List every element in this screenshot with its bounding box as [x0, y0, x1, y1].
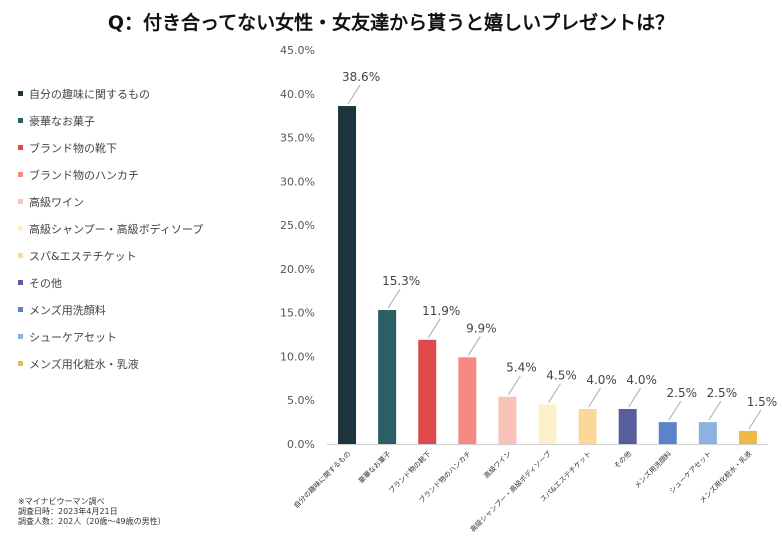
data-label-leader: [467, 336, 481, 356]
y-tick-label: 10.0%: [280, 350, 315, 363]
bar: [658, 422, 677, 444]
legend-label: その他: [29, 276, 62, 290]
legend-swatch: [18, 307, 23, 312]
legend-item: ブランド物のハンカチ: [18, 161, 203, 188]
legend-item: スパ&エステチケット: [18, 242, 203, 269]
y-tick-label: 25.0%: [280, 219, 315, 232]
data-label-leader: [347, 84, 361, 105]
legend-item: 高級シャンプー・高級ボディソープ: [18, 215, 203, 242]
y-tick-label: 35.0%: [280, 132, 315, 145]
data-label-leader: [588, 387, 602, 408]
y-tick-label: 5.0%: [287, 394, 315, 407]
y-tick-label: 0.0%: [287, 438, 315, 451]
y-tick-label: 45.0%: [280, 44, 315, 57]
bar: [378, 310, 397, 444]
legend-label: スパ&エステチケット: [29, 249, 137, 263]
data-label: 2.5%: [707, 386, 738, 400]
data-label: 5.4%: [506, 361, 537, 375]
category-label: その他: [612, 449, 633, 470]
chart-title: Q：付き合ってない女性・女友達から貰うと嬉しいプレゼントは？: [107, 12, 675, 34]
data-label-leader: [427, 318, 441, 339]
category-label: 豪華なお菓子: [356, 449, 392, 485]
legend-item: メンズ用化粧水・乳液: [18, 350, 203, 377]
legend-item: 自分の趣味に関するもの: [18, 80, 203, 107]
legend-item: メンズ用洗顔料: [18, 296, 203, 323]
legend: 自分の趣味に関するもの 豪華なお菓子ブランド物の靴下ブランド物のハンカチ 高級ワイン…: [18, 80, 203, 377]
data-label-leader: [507, 375, 521, 395]
legend-swatch: [18, 118, 23, 123]
y-tick-label: 40.0%: [280, 88, 315, 101]
data-label: 1.5%: [747, 395, 778, 409]
bar: [618, 408, 637, 444]
bar: [578, 408, 597, 444]
category-label: 高級シャンプー・高級ボディソープ: [468, 449, 553, 534]
data-label: 15.3%: [382, 274, 420, 288]
legend-label: 自分の趣味に関するもの: [29, 87, 150, 101]
bar: [538, 404, 557, 444]
data-label-leader: [708, 400, 722, 421]
y-tick-label: 15.0%: [280, 307, 315, 320]
data-label: 38.6%: [342, 70, 380, 84]
note-date: 調査日時：2023年4月21日: [18, 507, 118, 516]
y-tick-label: 20.0%: [280, 263, 315, 276]
data-label: 4.0%: [626, 373, 657, 387]
data-label-leader: [668, 400, 682, 421]
legend-swatch: [18, 91, 23, 96]
legend-swatch: [18, 253, 23, 258]
survey-notes: ※マイナビウーマン調べ 調査日時：2023年4月21日 調査人数：202人（20…: [18, 497, 166, 527]
legend-item: 高級ワイン: [18, 188, 203, 215]
category-label: メンズ用洗顔料: [632, 449, 673, 490]
data-label-leader: [748, 409, 762, 430]
note-source: ※マイナビウーマン調べ: [18, 497, 105, 506]
category-label: 高級ワイン: [482, 449, 513, 480]
bar: [338, 106, 357, 444]
bar: [418, 339, 437, 444]
legend-label: ブランド物のハンカチ: [29, 168, 139, 182]
legend-label: 豪華なお菓子: [29, 114, 95, 128]
legend-item: ブランド物の靴下: [18, 134, 203, 161]
legend-label: メンズ用洗顔料: [29, 303, 106, 317]
bar: [698, 422, 717, 444]
legend-swatch: [18, 280, 23, 285]
data-label-leader: [628, 387, 642, 408]
data-label: 11.9%: [422, 304, 460, 318]
legend-swatch: [18, 361, 23, 366]
legend-swatch: [18, 172, 23, 177]
data-label-leader: [387, 288, 401, 309]
legend-swatch: [18, 199, 23, 204]
legend-label: シューケアセット: [29, 330, 117, 344]
legend-label: 高級ワイン: [29, 195, 84, 209]
legend-swatch: [18, 145, 23, 150]
data-label: 2.5%: [667, 386, 698, 400]
category-label: ブランド物の靴下: [387, 449, 433, 495]
legend-swatch: [18, 226, 23, 231]
category-label: 自分の趣味に関するもの: [292, 449, 353, 510]
bar: [458, 357, 477, 444]
legend-item: その他: [18, 269, 203, 296]
category-label: シューケアセット: [668, 450, 713, 495]
data-label: 4.0%: [586, 373, 617, 387]
note-respondents: 調査人数：202人（20歳〜49歳の男性）: [18, 517, 166, 526]
data-label-leader: [548, 383, 561, 403]
bar: [738, 430, 757, 444]
legend-label: ブランド物の靴下: [29, 141, 117, 155]
data-label: 9.9%: [466, 321, 497, 335]
legend-label: 高級シャンプー・高級ボディソープ: [29, 222, 204, 236]
legend-item: 豪華なお菓子: [18, 107, 203, 134]
legend-item: シューケアセット: [18, 323, 203, 350]
data-label: 4.5%: [546, 369, 577, 383]
legend-label: メンズ用化粧水・乳液: [29, 357, 139, 371]
y-tick-label: 30.0%: [280, 175, 315, 188]
legend-swatch: [18, 334, 23, 339]
bar: [498, 396, 517, 444]
